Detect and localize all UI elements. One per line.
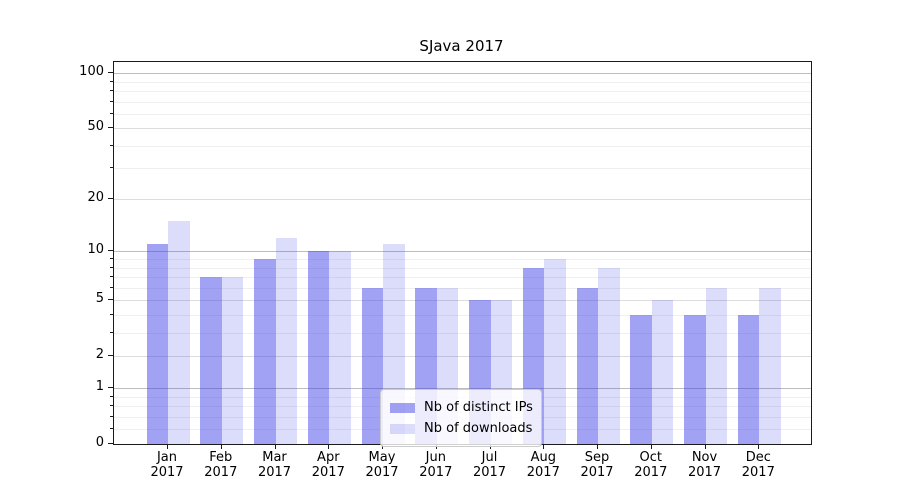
gridline-y-8 (114, 267, 811, 269)
gridline-y-9 (114, 259, 811, 260)
bar-downloads-feb (221, 276, 244, 444)
gridline-y-70 (114, 101, 811, 103)
bar-downloads-mar (275, 237, 297, 444)
bar-ips-may (361, 287, 383, 444)
legend-item-downloads: Nb of downloads (390, 418, 532, 439)
y-tick-label-50: 50 (87, 119, 104, 135)
y-tick-label-1: 1 (95, 379, 104, 395)
bars-layer (114, 62, 811, 444)
y-tick-label-100: 100 (79, 64, 104, 80)
bar-ips-mar (254, 259, 276, 444)
bar-downloads-jan (168, 221, 190, 444)
x-tick-label-nov: Nov 2017 (687, 450, 722, 480)
bar-ips-dec (737, 314, 760, 444)
y-tick-label-20: 20 (87, 190, 104, 206)
gridline-y-20 (114, 199, 811, 201)
gridline-y-30 (114, 168, 811, 170)
x-tick-label-jul: Jul 2017 (472, 450, 507, 480)
gridline-y-100 (114, 73, 811, 75)
gridline-y-4 (114, 314, 811, 316)
bar-downloads-oct (651, 300, 674, 444)
bar-ips-sep (576, 287, 598, 444)
x-tick-label-mar: Mar 2017 (257, 450, 292, 480)
gridline-y-6 (114, 287, 811, 289)
gridline-y-40 (114, 145, 811, 147)
bar-downloads-nov (705, 287, 727, 444)
bar-ips-apr (307, 251, 330, 444)
x-tick-label-jun: Jun 2017 (419, 450, 453, 480)
gridline-y-50 (114, 128, 811, 130)
bar-ips-jan (146, 244, 168, 444)
bar-downloads-sep (598, 267, 620, 444)
gridline-y-10 (114, 251, 811, 253)
bar-downloads-apr (329, 251, 351, 444)
y-tick-label-5: 5 (95, 291, 104, 307)
legend-label-downloads: Nb of downloads (424, 421, 533, 436)
gridline-y-90 (114, 81, 811, 83)
x-tick-label-jan: Jan 2017 (150, 450, 184, 480)
x-tick-label-oct: Oct 2017 (634, 450, 668, 480)
legend: Nb of distinct IPs Nb of downloads (380, 389, 542, 447)
x-tick-label-sep: Sep 2017 (580, 450, 614, 480)
gridline-y-1 (114, 388, 811, 390)
bar-downloads-dec (759, 287, 781, 444)
legend-item-ips: Nb of distinct IPs (390, 397, 533, 418)
x-tick-label-may: May 2017 (365, 450, 399, 480)
gridline-y-60 (114, 113, 811, 115)
x-tick-label-feb: Feb 2017 (204, 450, 238, 480)
gridline-y-7 (114, 276, 811, 278)
plot-area: Nb of distinct IPs Nb of downloads (113, 61, 812, 447)
gridline-y-5 (114, 300, 811, 301)
x-tick-label-apr: Apr 2017 (311, 450, 345, 480)
bar-ips-nov (684, 314, 706, 444)
legend-swatch-downloads (390, 423, 415, 434)
y-tick-label-10: 10 (87, 242, 104, 258)
y-tick-label-0: 0 (95, 435, 104, 450)
x-tick-label-dec: Dec 2017 (741, 450, 775, 480)
bar-ips-oct (630, 314, 652, 444)
bar-ips-feb (200, 276, 222, 444)
y-tick-label-2: 2 (95, 346, 104, 362)
bar-downloads-aug (544, 259, 566, 444)
x-tick-label-aug: Aug 2017 (526, 450, 560, 480)
gridline-y-80 (114, 90, 811, 92)
legend-swatch-ips (390, 402, 415, 413)
gridline-y-2 (114, 355, 811, 357)
gridline-y-3 (114, 332, 811, 334)
legend-label-ips: Nb of distinct IPs (424, 400, 533, 415)
chart-title: SJava 2017 (419, 37, 504, 55)
